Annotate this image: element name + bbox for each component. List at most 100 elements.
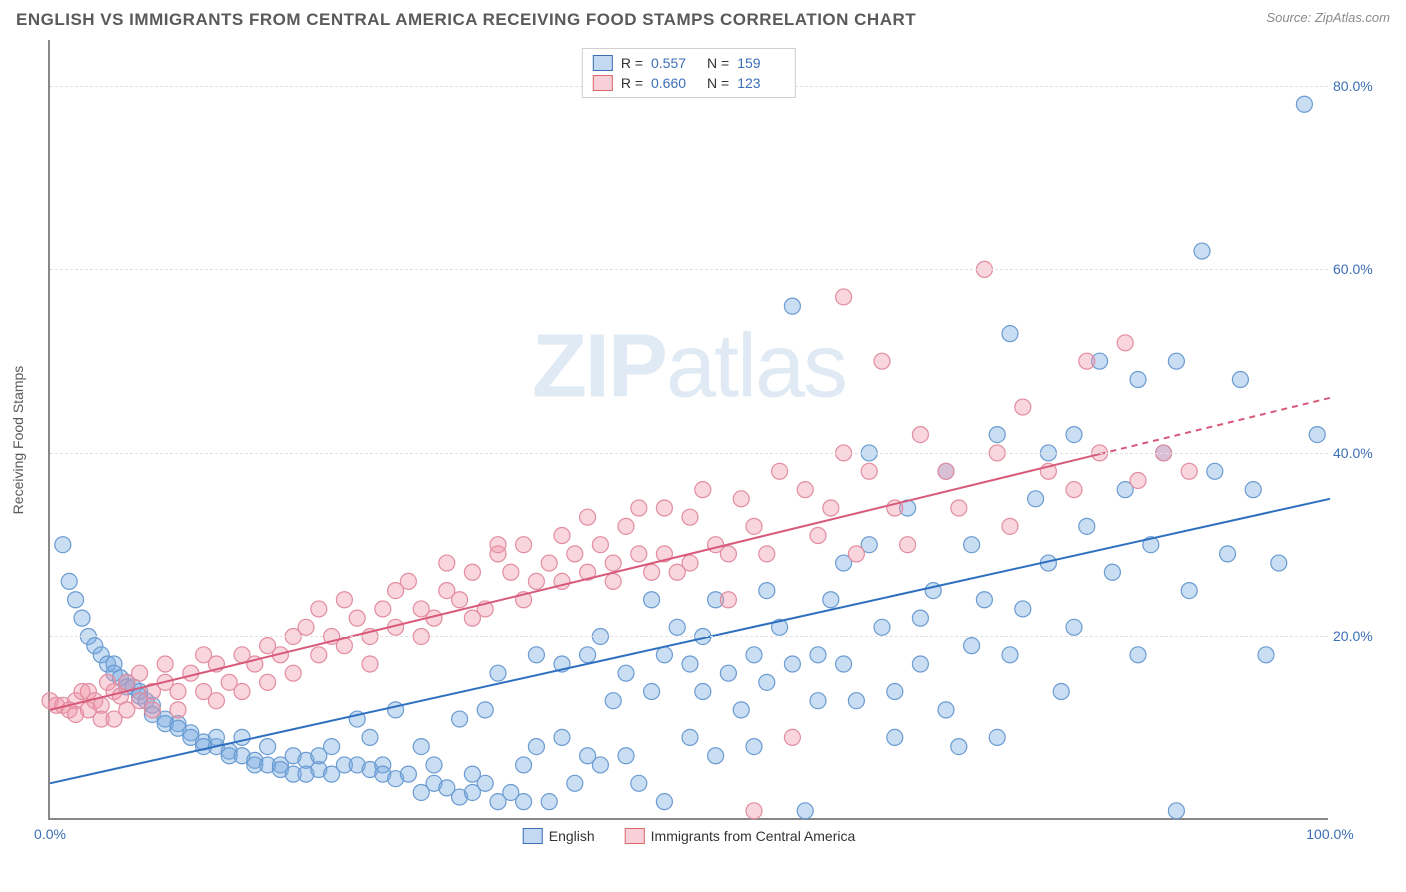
data-point [1181,583,1197,599]
source-label: Source: [1266,10,1311,25]
data-point [810,693,826,709]
data-point [516,757,532,773]
data-point [848,546,864,562]
data-point [682,729,698,745]
data-point [375,601,391,617]
data-point [477,702,493,718]
data-point [797,803,813,819]
data-point [861,463,877,479]
n-label: N = [707,55,729,71]
data-point [567,775,583,791]
data-point [618,748,634,764]
data-point [554,729,570,745]
data-point [887,684,903,700]
plot-area: ZIPatlas R =0.557N =159R =0.660N =123 En… [48,40,1328,820]
data-point [964,537,980,553]
data-point [656,500,672,516]
data-point [528,739,544,755]
data-point [823,592,839,608]
data-point [605,555,621,571]
data-point [61,573,77,589]
data-point [1296,96,1312,112]
data-point [68,592,84,608]
data-point [848,693,864,709]
data-point [400,766,416,782]
data-point [746,803,762,819]
data-point [656,647,672,663]
data-point [503,564,519,580]
data-point [516,794,532,810]
data-point [208,729,224,745]
data-point [1066,482,1082,498]
data-point [1130,472,1146,488]
data-point [695,482,711,498]
legend-series-item: English [523,828,595,844]
data-point [490,665,506,681]
data-point [989,427,1005,443]
data-point [298,619,314,635]
data-point [324,739,340,755]
r-label: R = [621,75,643,91]
data-point [311,601,327,617]
data-point [452,592,468,608]
data-point [656,794,672,810]
data-point [823,500,839,516]
data-point [1117,335,1133,351]
x-tick-label: 100.0% [1306,826,1353,842]
data-point [912,610,928,626]
data-point [1104,564,1120,580]
data-point [1002,647,1018,663]
data-point [605,573,621,589]
data-point [784,656,800,672]
legend-stats-row: R =0.557N =159 [593,53,785,73]
data-point [1015,399,1031,415]
data-point [400,573,416,589]
data-point [720,592,736,608]
data-point [260,674,276,690]
data-point [746,739,762,755]
legend-swatch-icon [625,828,645,844]
n-label: N = [707,75,729,91]
data-point [746,518,762,534]
data-point [951,739,967,755]
data-point [464,564,480,580]
data-point [516,537,532,553]
data-point [1002,518,1018,534]
data-point [836,289,852,305]
y-axis-label: Receiving Food Stamps [10,366,26,515]
legend-stats-row: R =0.660N =123 [593,73,785,93]
data-point [951,500,967,516]
legend-series: English Immigrants from Central America [523,828,856,844]
data-point [618,665,634,681]
gridline [50,636,1328,637]
data-point [362,729,378,745]
data-point [1066,619,1082,635]
data-point [900,537,916,553]
data-point [810,528,826,544]
data-point [170,702,186,718]
data-point [976,592,992,608]
data-point [618,518,634,534]
y-tick-label: 60.0% [1333,261,1388,277]
data-point [1309,427,1325,443]
data-point [234,684,250,700]
n-value: 123 [737,75,785,91]
data-point [669,619,685,635]
data-point [144,702,160,718]
data-point [413,739,429,755]
data-point [157,656,173,672]
data-point [1245,482,1261,498]
data-point [682,509,698,525]
data-point [592,757,608,773]
data-point [644,592,660,608]
data-point [631,546,647,562]
legend-series-item: Immigrants from Central America [625,828,856,844]
data-point [644,684,660,700]
data-point [349,610,365,626]
data-point [964,638,980,654]
legend-swatch-icon [593,75,613,91]
source-link[interactable]: ZipAtlas.com [1315,10,1390,25]
data-point [234,729,250,745]
correlation-chart: Receiving Food Stamps ZIPatlas R =0.557N… [48,40,1388,840]
scatter-svg [50,40,1328,818]
